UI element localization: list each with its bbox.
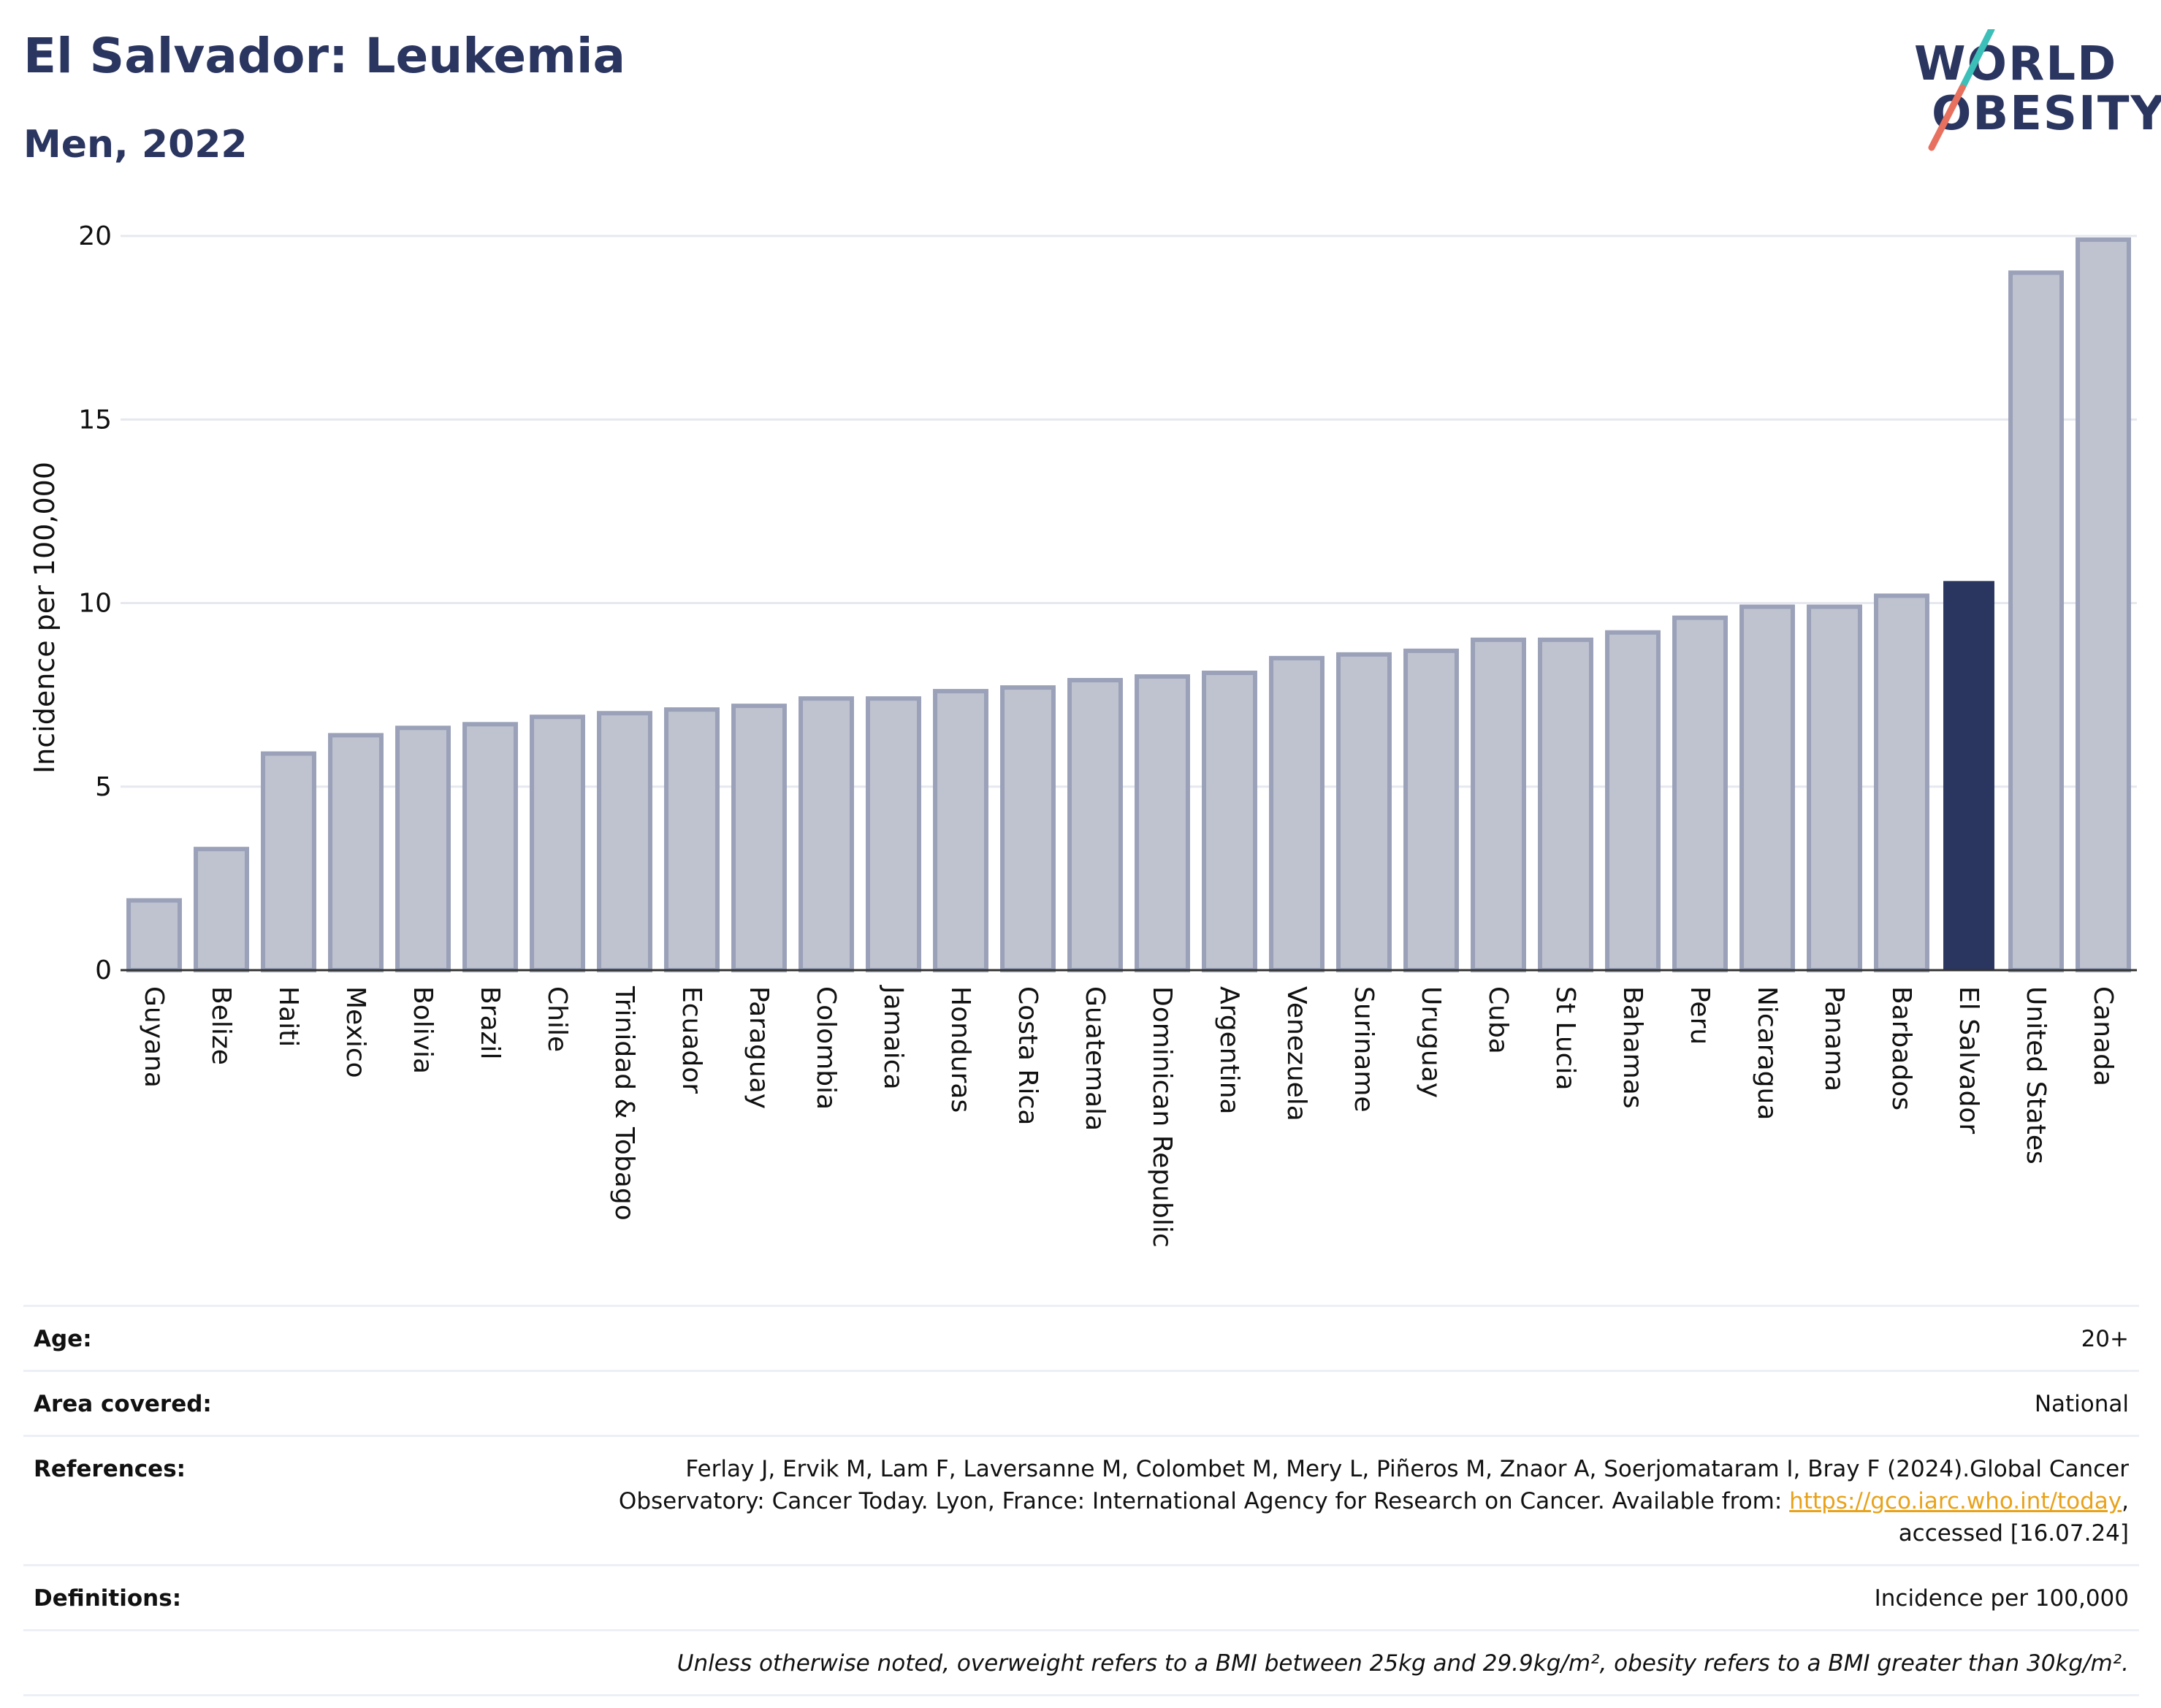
x-tick-label: Argentina — [1214, 986, 1244, 1115]
references-text-2: , accessed [16.07.24] — [1898, 1488, 2129, 1547]
bar — [933, 689, 988, 972]
x-tick-label: Panama — [1819, 986, 1849, 1091]
meta-row-age: Age: 20+ — [23, 1305, 2139, 1370]
x-tick-label: Honduras — [945, 986, 975, 1113]
bar-chart: 0 5 10 15 20 Incidence per 100,000 Guyana Beliz… — [28, 221, 2137, 1248]
definitions-label: Definitions: — [34, 1585, 182, 1612]
x-tick-label: Cuba — [1483, 986, 1513, 1054]
y-tick-label: 5 — [95, 772, 112, 802]
bar — [1000, 685, 1056, 972]
x-tick-label: Peru — [1685, 986, 1715, 1045]
meta-row-definitions: Definitions: Incidence per 100,000 — [23, 1564, 2139, 1629]
references-value: Ferlay J, Ervik M, Lam F, Laversanne M, … — [595, 1453, 2129, 1549]
bar — [2008, 270, 2064, 972]
x-tick-label: Guyana — [139, 986, 169, 1088]
bmi-note: Unless otherwise noted, overweight refer… — [676, 1650, 2129, 1677]
meta-row-area: Area covered: National — [23, 1370, 2139, 1435]
bar — [1739, 604, 1795, 973]
bar — [395, 725, 451, 972]
bar — [866, 696, 921, 973]
bar — [1538, 637, 1593, 972]
bar — [126, 898, 182, 973]
area-value: National — [2034, 1391, 2129, 1417]
x-tick-label: Dominican Republic — [1147, 986, 1177, 1248]
y-tick-label: 20 — [78, 221, 112, 251]
definitions-value: Incidence per 100,000 — [1874, 1585, 2129, 1612]
x-tick-label: Trinidad & Tobago — [609, 985, 639, 1221]
y-tick-label: 15 — [78, 405, 112, 435]
bar — [194, 847, 249, 973]
x-tick-label: Brazil — [475, 986, 505, 1059]
page-subtitle: Men, 2022 — [23, 123, 248, 167]
bar — [1403, 648, 1459, 972]
bar — [1807, 604, 1862, 973]
x-tick-label: Colombia — [811, 986, 841, 1110]
x-tick-label: Venezuela — [1281, 986, 1311, 1121]
age-value: 20+ — [2081, 1326, 2129, 1352]
x-tick-label: Canada — [2088, 986, 2118, 1086]
bar — [1471, 637, 1526, 972]
bar — [261, 751, 316, 973]
bar — [1336, 652, 1392, 972]
x-tick-label: United States — [2021, 986, 2051, 1164]
x-tick-label: Guatemala — [1080, 986, 1110, 1131]
x-tick-label: Uruguay — [1416, 986, 1446, 1098]
logo-line-2: OBESITY — [1932, 87, 2161, 141]
bar — [1269, 655, 1325, 972]
x-tick-label: Chile — [542, 986, 572, 1052]
bar — [1135, 674, 1190, 972]
bar — [2076, 237, 2131, 972]
bar — [462, 722, 518, 972]
logo-slash-icon — [1928, 29, 1995, 151]
x-tick-label: Haiti — [273, 986, 303, 1047]
x-tick-label: Nicaragua — [1752, 986, 1782, 1120]
bar — [1874, 593, 1929, 972]
x-tick-label: Jamaica — [878, 985, 908, 1090]
bar — [731, 704, 787, 972]
bar — [597, 711, 652, 972]
references-label: References: — [34, 1456, 186, 1482]
x-tick-label: Ecuador — [676, 986, 706, 1094]
bar — [799, 696, 854, 973]
x-tick-label: Suriname — [1349, 986, 1379, 1113]
references-text-1: Ferlay J, Ervik M, Lam F, Laversanne M, … — [618, 1456, 2129, 1514]
bar — [328, 733, 384, 973]
area-label: Area covered: — [34, 1391, 212, 1417]
bar — [1943, 581, 1994, 970]
x-tick-label: Paraguay — [744, 986, 774, 1109]
bar — [530, 714, 585, 973]
y-axis-label: Incidence per 100,000 — [28, 462, 61, 774]
x-tick-label: Bahamas — [1617, 986, 1647, 1109]
bar — [1672, 615, 1728, 972]
x-tick-label: Belize — [206, 986, 236, 1065]
x-tick-label: Mexico — [340, 986, 370, 1078]
references-link[interactable]: https://gco.iarc.who.int/today — [1789, 1488, 2122, 1514]
x-tick-label: Costa Rica — [1013, 986, 1043, 1125]
x-tick-label: Bolivia — [408, 986, 438, 1074]
age-label: Age: — [34, 1326, 92, 1352]
world-obesity-logo: WORLD OBESITY — [1899, 29, 2161, 153]
y-tick-label: 10 — [78, 589, 112, 619]
bar — [1202, 670, 1257, 972]
x-tick-label: El Salvador — [1954, 986, 1983, 1134]
metadata-table: Age: 20+ Area covered: National Referenc… — [23, 1305, 2139, 1696]
meta-row-note: Unless otherwise noted, overweight refer… — [23, 1629, 2139, 1696]
bar — [1067, 678, 1123, 973]
bar — [664, 707, 720, 972]
meta-row-references: References: Ferlay J, Ervik M, Lam F, La… — [23, 1435, 2139, 1564]
bar — [1605, 630, 1661, 972]
y-tick-label: 0 — [95, 956, 112, 985]
x-tick-label: Barbados — [1886, 986, 1916, 1110]
page-title: El Salvador: Leukemia — [23, 28, 626, 84]
logo-line-1: WORLD — [1914, 37, 2118, 91]
x-tick-label: St Lucia — [1550, 986, 1580, 1091]
